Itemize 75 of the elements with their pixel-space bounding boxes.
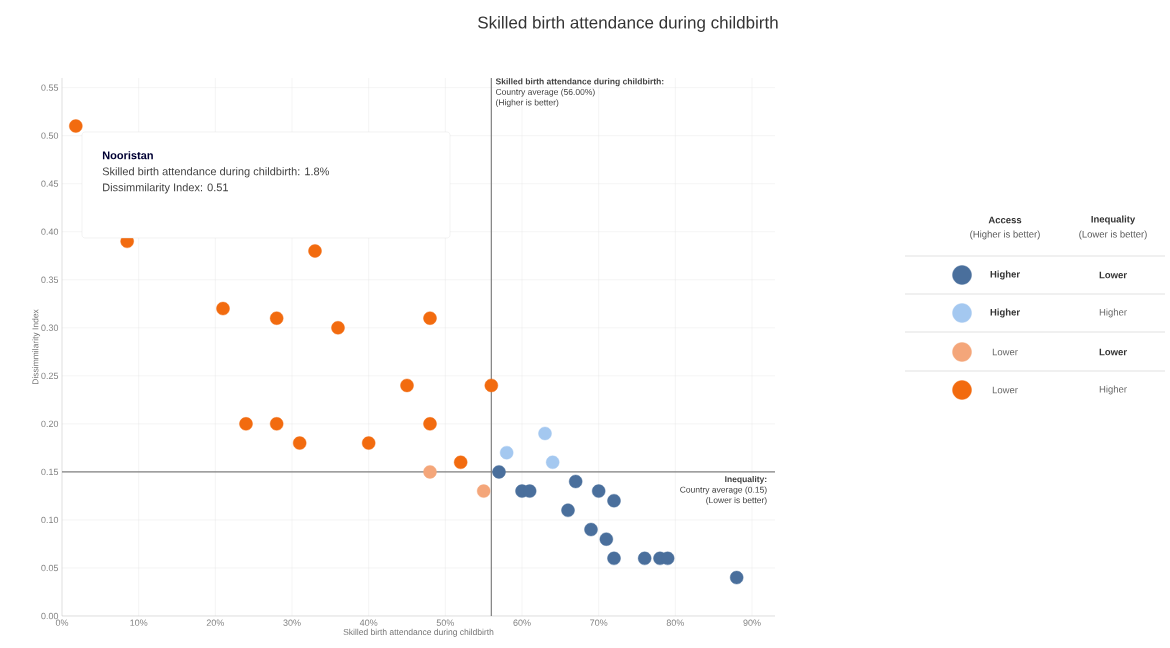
ref-line-label: Inequality: [725,475,767,484]
point [729,570,744,585]
point [492,465,506,479]
y-tick-label: 0.10 [41,516,59,524]
point [361,436,376,450]
annotation: Country average (56.00%) [495,88,595,97]
point [476,484,491,498]
point [584,522,598,537]
point [216,301,230,316]
point [538,426,552,441]
x-tick-label: 80% [666,619,685,626]
y-tick-label: 0.25 [41,372,59,380]
text: Lower [1099,348,1127,356]
x-tick-label: 40% [359,619,378,626]
legend-label: Lower [992,348,1018,356]
y-tick-label: 0.50 [41,132,59,139]
point [637,551,652,566]
y-tick-label: 0.20 [41,420,59,428]
text: Access [988,216,1022,224]
y-tick-label: 0.40 [41,228,59,235]
point [607,494,621,508]
annotation: (Higher is better) [496,99,559,108]
legend-label: Higher [990,308,1020,318]
point [599,532,614,546]
point [269,417,284,431]
x-tick-label: 90% [743,619,761,626]
y-tick-label: 0.30 [41,324,59,331]
annotation: Country average (0.15) [680,486,767,495]
annotation: Nooristan [102,151,153,160]
annotation: Skilled birth attendance during childbirth: 1.8% [102,167,330,178]
y-tick-label: 0.00 [41,612,59,620]
x-tick-label: 50% [436,619,455,626]
point [607,551,621,566]
x-tick-label: 30% [283,619,301,626]
ref-line-label: Skilled birth attendance during childbirth: [495,78,664,87]
point [423,465,437,479]
x-tick-label: 20% [206,619,225,626]
point [591,484,606,498]
text: Higher [1099,385,1127,395]
annotation: (Lower is better) [706,496,767,505]
text: (Higher is better) [970,230,1040,240]
legend-label: Lower [992,386,1018,394]
text: Higher [1099,308,1127,318]
text: Inequality [1091,215,1136,225]
point [423,311,437,325]
point [499,445,514,460]
y-tick-label: 0.05 [41,564,59,572]
y-axis-title: Dissimmilarity Index [32,309,41,385]
x-axis-title: Skilled birth attendance during childbirth [343,628,494,637]
x-tick-label: 0% [55,619,69,626]
legend-label: Higher [990,270,1020,280]
point [239,417,253,431]
point [308,244,322,258]
chart-title: Skilled birth attendance during childbirth [478,16,778,32]
y-tick-label: 0.45 [41,180,59,187]
point [568,474,583,489]
y-tick-label: 0.15 [41,468,59,476]
point [331,321,345,335]
annotation: Dissimmilarity Index: 0.51 [103,183,228,194]
x-tick-label: 10% [130,619,148,626]
point [269,311,284,325]
x-tick-label: 60% [513,619,531,626]
point [453,455,468,469]
point [69,119,83,133]
point [400,378,414,393]
point [545,455,560,469]
point [484,378,499,393]
y-tick-label: 0.35 [41,276,59,283]
y-tick-label: 0.55 [41,84,59,91]
text: (Lower is better) [1079,230,1147,240]
point [423,417,437,431]
point [561,503,575,518]
point [292,436,307,450]
text: Lower [1099,271,1127,279]
x-tick-label: 70% [590,619,608,626]
